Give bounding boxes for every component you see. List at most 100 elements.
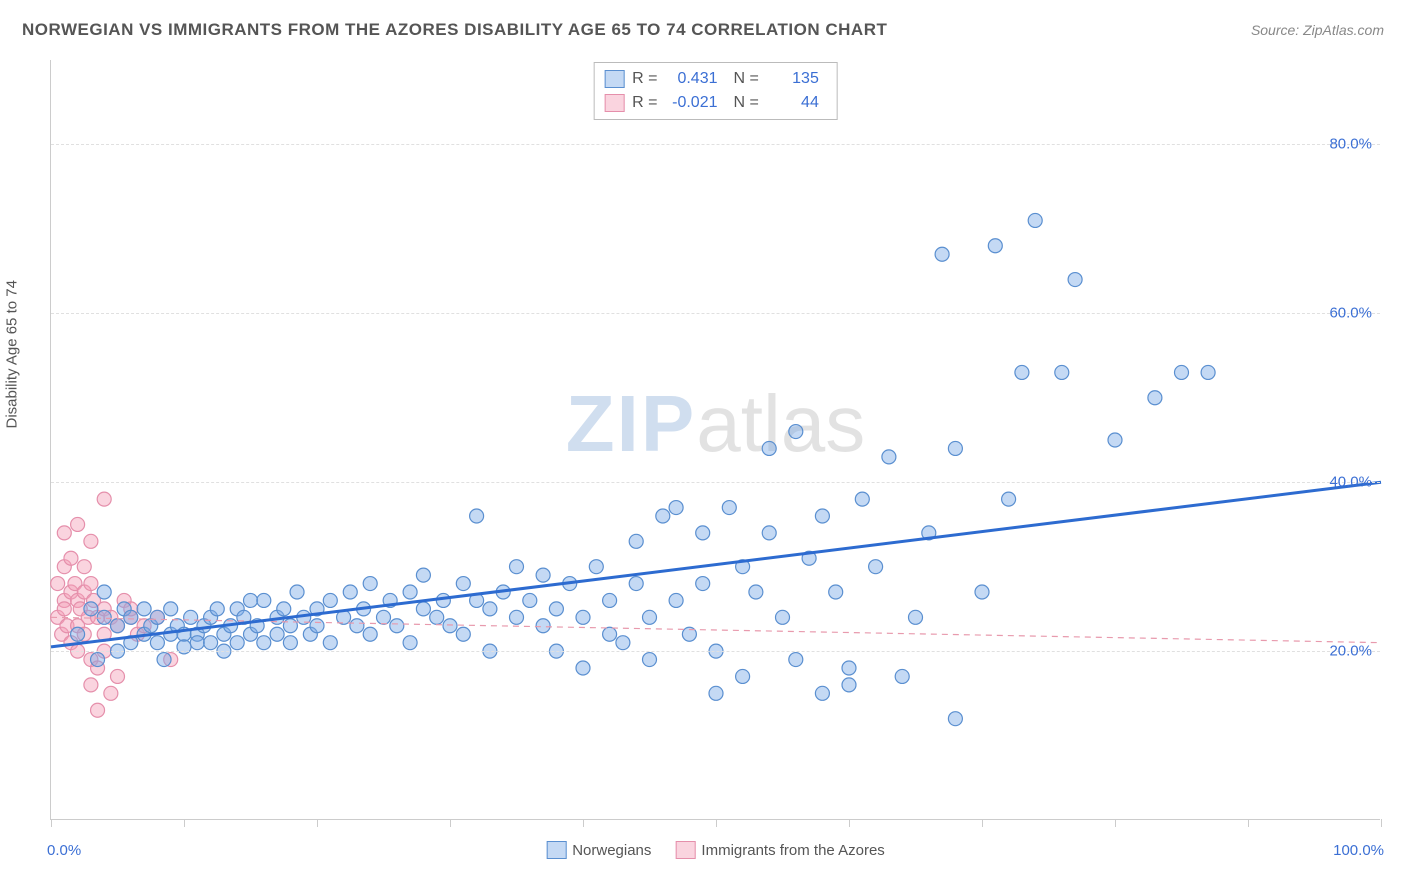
series-legend-label-0: Norwegians — [572, 842, 651, 859]
scatter-point — [909, 610, 923, 624]
scatter-point — [97, 610, 111, 624]
x-tick — [1115, 819, 1116, 827]
scatter-point — [549, 602, 563, 616]
scatter-point — [536, 619, 550, 633]
scatter-point — [815, 686, 829, 700]
scatter-point — [390, 619, 404, 633]
scatter-point — [124, 610, 138, 624]
scatter-point — [789, 425, 803, 439]
legend-r-label-1: R = — [632, 91, 657, 115]
scatter-point — [97, 585, 111, 599]
scatter-point — [430, 610, 444, 624]
scatter-point — [510, 560, 524, 574]
scatter-point — [829, 585, 843, 599]
scatter-point — [842, 661, 856, 675]
scatter-point — [603, 593, 617, 607]
scatter-point — [629, 577, 643, 591]
x-tick — [184, 819, 185, 827]
scatter-point — [57, 602, 71, 616]
legend-swatch-1 — [604, 94, 624, 112]
series-legend-item-1: Immigrants from the Azores — [675, 841, 884, 859]
grid-line-h — [51, 482, 1380, 483]
scatter-point — [283, 619, 297, 633]
legend-n-value-1: 44 — [771, 91, 819, 115]
scatter-point — [762, 526, 776, 540]
scatter-point — [277, 602, 291, 616]
x-tick — [982, 819, 983, 827]
scatter-point — [709, 686, 723, 700]
legend-r-label-0: R = — [632, 67, 657, 91]
scatter-point — [948, 441, 962, 455]
y-axis-label: Disability Age 65 to 74 — [4, 280, 21, 428]
scatter-point — [350, 619, 364, 633]
scatter-point — [77, 560, 91, 574]
legend-n-label-0: N = — [734, 67, 759, 91]
scatter-point — [257, 636, 271, 650]
y-tick-label: 80.0% — [1329, 136, 1372, 153]
scatter-point — [84, 678, 98, 692]
scatter-point — [643, 610, 657, 624]
scatter-point — [510, 610, 524, 624]
scatter-point — [1055, 365, 1069, 379]
scatter-point — [1201, 365, 1215, 379]
series-legend-label-1: Immigrants from the Azores — [701, 842, 884, 859]
scatter-point — [696, 577, 710, 591]
scatter-point — [789, 653, 803, 667]
scatter-point — [948, 712, 962, 726]
scatter-point — [1028, 213, 1042, 227]
scatter-point — [257, 593, 271, 607]
legend-row-0: R = 0.431 N = 135 — [604, 67, 827, 91]
scatter-point — [776, 610, 790, 624]
scatter-point — [815, 509, 829, 523]
series-legend-swatch-1 — [675, 841, 695, 859]
scatter-point — [669, 501, 683, 515]
scatter-point — [1148, 391, 1162, 405]
chart-title: NORWEGIAN VS IMMIGRANTS FROM THE AZORES … — [22, 20, 887, 40]
x-tick — [849, 819, 850, 827]
legend-n-value-0: 135 — [771, 67, 819, 91]
scatter-point — [104, 686, 118, 700]
scatter-point — [456, 627, 470, 641]
scatter-point — [696, 526, 710, 540]
scatter-point — [377, 610, 391, 624]
scatter-point — [91, 703, 105, 717]
scatter-point — [91, 653, 105, 667]
scatter-point — [536, 568, 550, 582]
grid-line-h — [51, 144, 1380, 145]
x-axis-right-label: 100.0% — [1333, 842, 1384, 859]
x-tick — [583, 819, 584, 827]
chart-header: NORWEGIAN VS IMMIGRANTS FROM THE AZORES … — [22, 20, 1384, 40]
legend-row-1: R = -0.021 N = 44 — [604, 91, 827, 115]
scatter-point — [164, 602, 178, 616]
scatter-point — [589, 560, 603, 574]
scatter-point — [456, 577, 470, 591]
correlation-legend: R = 0.431 N = 135 R = -0.021 N = 44 — [593, 62, 838, 120]
scatter-point — [736, 669, 750, 683]
scatter-point — [722, 501, 736, 515]
x-tick — [1381, 819, 1382, 827]
series-legend-item-0: Norwegians — [546, 841, 651, 859]
scatter-point — [150, 636, 164, 650]
scatter-point — [64, 551, 78, 565]
scatter-point — [1068, 273, 1082, 287]
scatter-point — [869, 560, 883, 574]
scatter-point — [436, 593, 450, 607]
scatter-point — [443, 619, 457, 633]
scatter-point — [184, 610, 198, 624]
scatter-point — [1002, 492, 1016, 506]
scatter-point — [882, 450, 896, 464]
scatter-point — [629, 534, 643, 548]
legend-r-value-1: -0.021 — [670, 91, 718, 115]
scatter-point — [616, 636, 630, 650]
scatter-point — [323, 636, 337, 650]
grid-line-h — [51, 651, 1380, 652]
x-tick — [450, 819, 451, 827]
legend-r-value-0: 0.431 — [670, 67, 718, 91]
scatter-point — [855, 492, 869, 506]
scatter-point — [842, 678, 856, 692]
scatter-point — [150, 610, 164, 624]
scatter-point — [1108, 433, 1122, 447]
scatter-point — [57, 526, 71, 540]
scatter-point — [71, 627, 85, 641]
scatter-point — [84, 602, 98, 616]
